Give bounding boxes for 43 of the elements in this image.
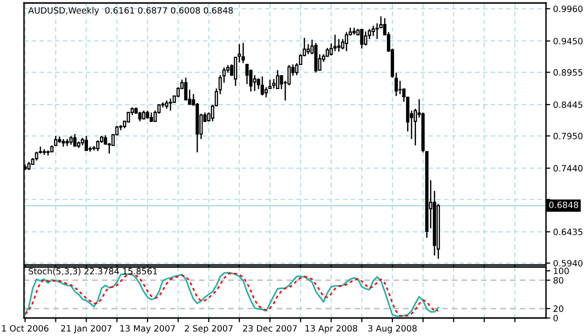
x-tick-label: 1 Oct 2006 [2, 325, 48, 332]
candlestick [333, 34, 337, 52]
y-tick-label: 100 [554, 268, 569, 274]
candlestick [375, 22, 379, 40]
y-tick-label: 0.9960 [554, 6, 583, 12]
candlestick [73, 133, 76, 148]
y-tick-label: 0.8955 [554, 69, 582, 76]
x-tick-label: 3 Aug 2008 [368, 325, 417, 334]
candlestick [96, 140, 100, 152]
y-tick-label: 0.9450 [554, 38, 583, 44]
y-tick-label: 0.7950 [554, 132, 583, 140]
candlestick [337, 38, 340, 52]
y-tick-label: 0.6435 [554, 228, 582, 236]
x-tick-label: 13 May 2007 [120, 325, 175, 334]
y-tick-label: 0.5940 [554, 260, 583, 266]
x-tick-label: 23 Dec 2007 [243, 325, 297, 332]
candlestick [84, 135, 88, 152]
candlestick [344, 31, 348, 52]
candlestick [150, 112, 154, 123]
chart-title: AUDUSD,Weekly 0.6161 0.6877 0.6008 0.6848 [28, 6, 233, 16]
y-tick-label: 0 [554, 314, 558, 322]
candlestick [398, 80, 402, 95]
y-tick-label: 20 [554, 305, 564, 312]
candlestick [264, 86, 268, 98]
y-tick-label: 0.7440 [554, 165, 583, 172]
candlestick [372, 25, 375, 37]
candlestick [260, 76, 264, 96]
candlestick [276, 69, 280, 90]
candlestick [272, 78, 276, 90]
ref-line-label: 0.6848 [549, 202, 578, 208]
x-tick-label: 2 Sep 2007 [184, 325, 233, 334]
candlestick [242, 42, 245, 64]
candlestick [168, 98, 172, 112]
candlestick [138, 111, 142, 122]
x-tick-label: 13 Apr 2008 [306, 325, 358, 334]
candlestick [306, 44, 310, 55]
x-tick-label: 21 Jan 2007 [61, 325, 112, 334]
candlestick [360, 28, 364, 50]
candlestick [184, 77, 188, 102]
y-tick-label: 80 [554, 277, 564, 284]
candlestick [364, 30, 368, 46]
y-tick-label: 0.8445 [554, 101, 582, 108]
chart-title: Stoch(5,3,3) 22.3784 15.8561 [28, 268, 158, 276]
